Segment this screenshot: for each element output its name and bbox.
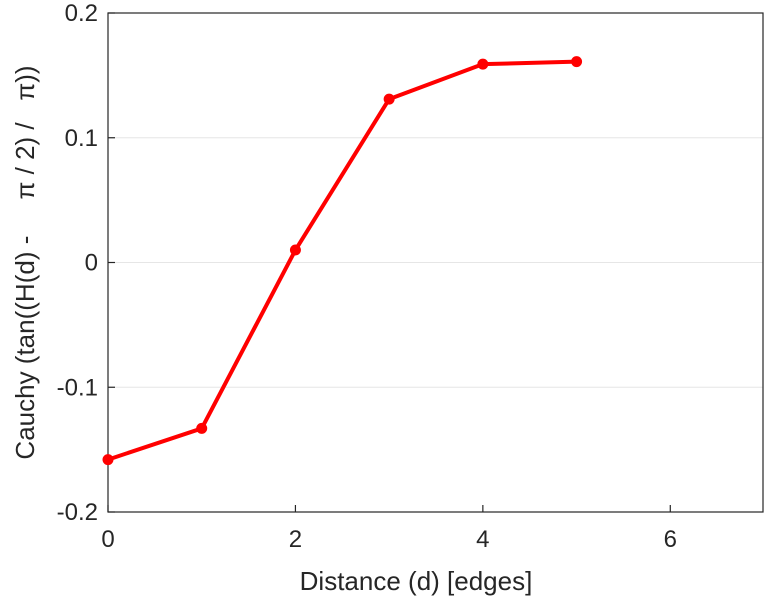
x-tick-label: 0 <box>101 526 114 553</box>
grid-lines <box>108 137 763 388</box>
x-tick-label: 4 <box>476 526 489 553</box>
x-axis-title: Distance (d) [edges] <box>300 566 533 596</box>
data-series <box>102 56 583 466</box>
series-line <box>107 59 577 462</box>
y-tick-label: -0.2 <box>57 499 98 526</box>
x-tick-label: 2 <box>289 526 302 553</box>
y-tick-label: 0.2 <box>65 0 98 27</box>
data-point <box>196 422 208 434</box>
axis-ticks: -0.2 -0.1 0 0.1 0.2 0 2 4 6 <box>57 0 677 553</box>
y-axis-title: Cauchy (tan((H(d) - π / 2) / π)) <box>10 65 40 459</box>
data-point <box>289 244 301 256</box>
data-point <box>383 93 395 105</box>
y-tick-label: -0.1 <box>57 374 98 401</box>
data-point <box>571 56 583 68</box>
y-tick-label: 0 <box>85 250 98 277</box>
data-point <box>477 58 489 70</box>
x-tick-label: 6 <box>664 526 677 553</box>
y-tick-label: 0.1 <box>65 125 98 152</box>
data-point <box>102 454 114 466</box>
